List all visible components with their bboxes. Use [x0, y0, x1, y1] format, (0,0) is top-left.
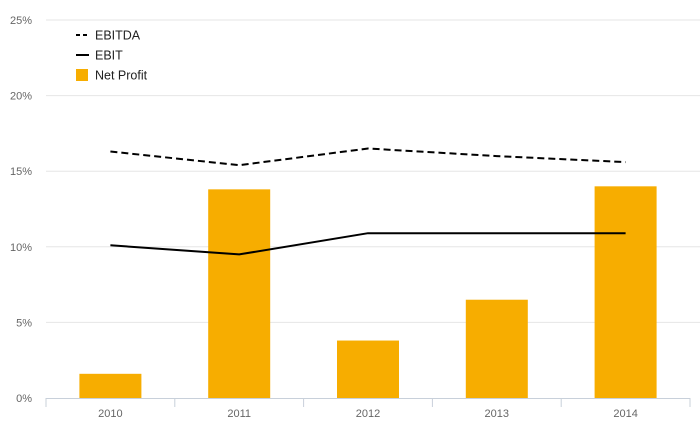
- legend-swatch-net-profit: [76, 69, 88, 81]
- bar-net-profit-2014: [594, 186, 657, 398]
- y-tick-label: 5%: [16, 317, 32, 329]
- legend-label-ebitda: EBITDA: [95, 29, 141, 43]
- bar-net-profit-2013: [465, 299, 528, 398]
- bar-net-profit-2012: [337, 340, 399, 398]
- legend: EBITDA EBIT Net Profit: [76, 29, 148, 83]
- x-tick-label: 2010: [98, 408, 122, 420]
- x-tick-label: 2014: [613, 408, 637, 420]
- y-tick-label: 20%: [10, 91, 32, 103]
- net-profit-bars: [79, 186, 657, 398]
- gridlines: [46, 19, 700, 323]
- legend-label-net-profit: Net Profit: [95, 69, 148, 83]
- y-tick-label: 10%: [10, 242, 32, 254]
- y-axis-tick-labels: 0% 5% 10% 15% 20% 25%: [10, 15, 32, 405]
- y-tick-label: 15%: [10, 166, 32, 178]
- bar-net-profit-2010: [79, 373, 142, 398]
- line-series: [110, 147, 626, 256]
- line-ebit: [110, 232, 626, 256]
- y-tick-label: 0%: [16, 393, 32, 405]
- bar-net-profit-2011: [208, 189, 271, 398]
- x-tick-label: 2011: [227, 408, 251, 420]
- y-tick-label: 25%: [10, 15, 32, 27]
- x-tick-label: 2012: [356, 408, 380, 420]
- x-axis: 2010 2011 2012 2013 2014: [45, 398, 691, 420]
- x-tick-label: 2013: [485, 408, 509, 420]
- legend-label-ebit: EBIT: [95, 49, 123, 63]
- line-ebitda: [110, 147, 626, 167]
